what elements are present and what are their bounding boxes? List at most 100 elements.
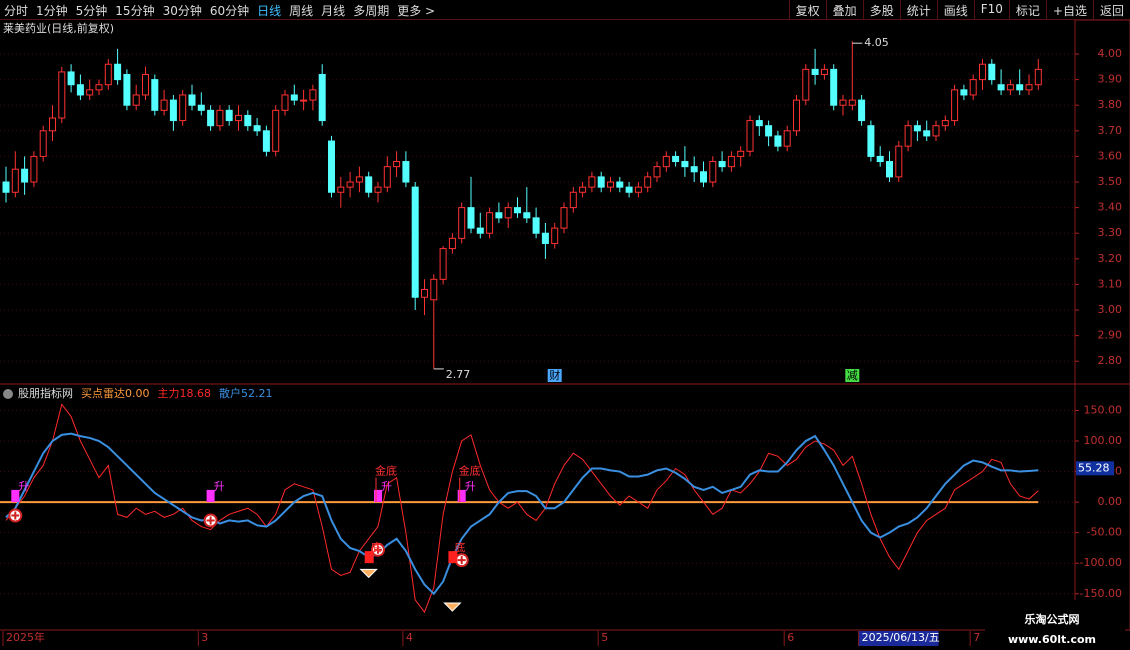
candle-body [960, 89, 968, 96]
y-tick-label: 3.50 [1098, 175, 1123, 188]
candle-body [1034, 68, 1042, 86]
toolbar-item[interactable]: 30分钟 [162, 4, 202, 18]
toolbar-item[interactable]: 1分钟 [36, 4, 68, 18]
y-tick-label: 100.00 [1084, 434, 1123, 447]
candle-body [514, 207, 521, 214]
toolbar-item[interactable]: 15分钟 [115, 4, 155, 18]
bottom-box [364, 551, 374, 564]
toolbar-item[interactable]: 分时 [4, 4, 29, 18]
candle-body [207, 109, 215, 127]
candle-body [830, 68, 838, 106]
candle-body [672, 155, 680, 163]
candle-body [783, 130, 791, 147]
toolbar-item[interactable]: +自选 [1045, 0, 1093, 19]
candle-body [235, 114, 242, 122]
event-box [547, 369, 562, 382]
candle-body [951, 89, 959, 122]
candle-body [11, 168, 19, 193]
toolbar-left: 分时 1分钟 5分钟 15分钟 30分钟 60分钟 日线 周线 月线 多周期 更多 > [0, 0, 439, 19]
bottom-box [448, 551, 458, 564]
toolbar-item[interactable]: 返回 [1092, 0, 1130, 19]
toolbar-item[interactable]: 多股 [862, 0, 900, 19]
candle-body [1016, 84, 1024, 91]
candle-body [718, 161, 726, 168]
candle-body [402, 161, 410, 183]
y-tick-label: -100.00 [1080, 556, 1122, 569]
candle-body [802, 68, 810, 101]
candle-body [346, 181, 354, 188]
candle-body [895, 145, 903, 178]
candle-body [616, 181, 624, 188]
toolbar-item[interactable]: 多周期 [353, 4, 390, 18]
y-tick-label: -50.00 [1087, 526, 1122, 539]
y-tick-label: 3.30 [1098, 226, 1123, 239]
collapse-icon [3, 389, 13, 399]
candle-body [644, 176, 652, 188]
watermark-title: 乐淘公式网 [1025, 612, 1080, 626]
candle-body [625, 186, 633, 193]
toolbar-right: 复权 叠加 多股 统计 画线 F10 标记 +自选 返回 [788, 0, 1130, 19]
toolbar-item[interactable]: 画线 [936, 0, 974, 19]
x-tick-label: 3 [201, 631, 208, 644]
y-tick-label: 4.00 [1098, 47, 1123, 60]
y-tick-label: 3.90 [1098, 73, 1123, 86]
rise-bar [457, 489, 466, 503]
candle-body [876, 155, 884, 163]
y-tick-label: 3.40 [1098, 201, 1123, 214]
toolbar-item[interactable]: 复权 [788, 0, 826, 19]
toolbar-item[interactable]: 60分钟 [209, 4, 250, 18]
rise-bar [374, 489, 382, 503]
legend-title: 股朋指标网 [18, 386, 73, 400]
y-tick-label: 150.00 [1084, 403, 1123, 416]
candle-body [383, 166, 391, 188]
candle-body [411, 186, 419, 298]
candle-body [597, 176, 605, 188]
cursor-label: 55.28 [1078, 461, 1110, 474]
gold-label: 金底 [459, 464, 481, 478]
candle-body [272, 109, 280, 152]
candle-body [58, 71, 66, 119]
candle-body [114, 63, 122, 81]
toolbar-item[interactable]: F10 [973, 0, 1009, 19]
candle-body [151, 79, 159, 111]
watermark-url: www.60lt.com [1008, 633, 1096, 646]
toolbar-item[interactable]: 5分钟 [75, 4, 108, 18]
toolbar-item[interactable]: 统计 [899, 0, 937, 19]
toolbar-item[interactable]: 日线 [257, 4, 282, 18]
toolbar-item[interactable]: 更多 > [397, 4, 436, 18]
candle-body [653, 166, 661, 178]
candle-body [21, 168, 29, 183]
rise-label: 升 [214, 480, 225, 493]
candle-body [30, 155, 38, 183]
candle-body [820, 68, 828, 75]
diamond-signal [359, 568, 378, 579]
y-tick-label: 3.60 [1098, 149, 1123, 162]
candle-body [579, 186, 587, 193]
rise-bar [206, 489, 215, 503]
extreme-label: 2.77 [446, 368, 471, 381]
candle-body [179, 94, 187, 122]
toolbar-item[interactable]: 标记 [1008, 0, 1046, 19]
candle-body [1025, 84, 1033, 91]
x-tick-label: 7 [973, 631, 980, 644]
rise-label: 升 [18, 480, 29, 493]
legend: 股朋指标网买点雷达0.00 主力18.68 散户52.21 [18, 386, 273, 400]
toolbar-item[interactable]: 月线 [321, 4, 346, 18]
toolbar-item[interactable]: 叠加 [825, 0, 863, 19]
candle-body [421, 289, 428, 298]
toolbar-item[interactable]: 周线 [289, 4, 314, 18]
candle-body [225, 109, 233, 122]
y-tick-label: 0.00 [1098, 495, 1123, 508]
legend-name: 主力 [158, 387, 180, 400]
event-label: 减 [847, 369, 858, 382]
candle-body [160, 99, 168, 111]
series-line [5, 432, 1039, 596]
legend-value: 52.21 [241, 387, 273, 400]
candle-body [681, 161, 689, 168]
y-tick-label: 3.80 [1098, 98, 1123, 111]
candle-body [197, 104, 205, 111]
candle-body [2, 181, 10, 193]
candle-body [793, 99, 800, 132]
candle-body [941, 120, 949, 127]
candle-body [300, 99, 308, 102]
